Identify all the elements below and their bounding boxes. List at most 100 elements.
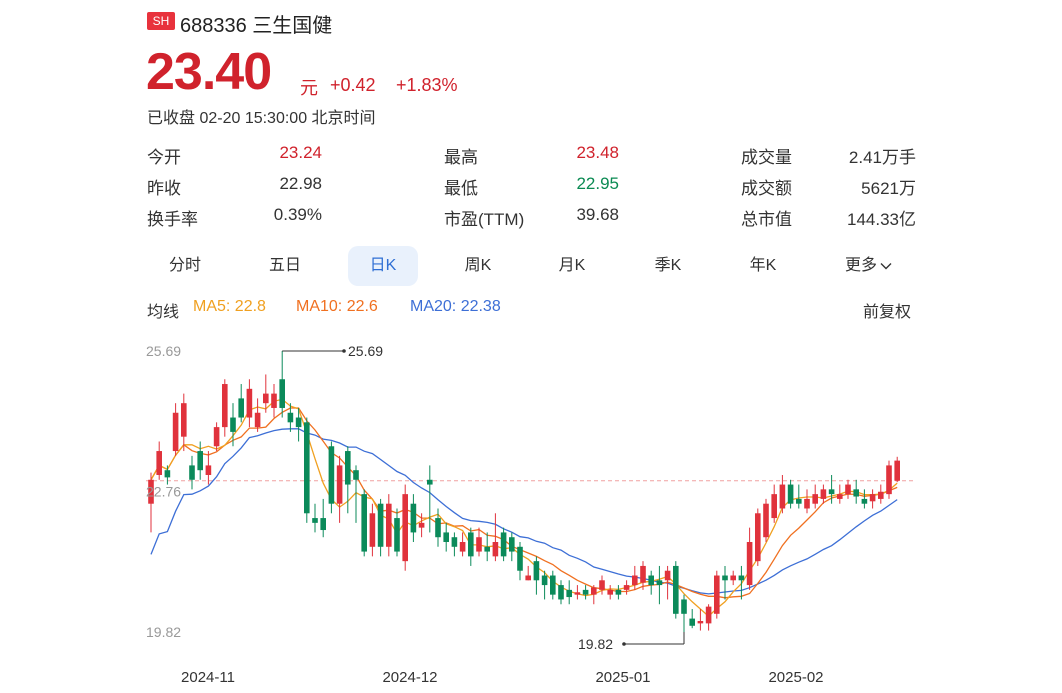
volume-value: 2.41万手 xyxy=(848,148,916,167)
candle-body xyxy=(361,494,367,552)
candle-body xyxy=(525,575,531,581)
market-cap-label: 总市值 xyxy=(741,210,792,229)
candle xyxy=(828,474,835,504)
candle-body xyxy=(787,484,794,504)
min-pointer-dot xyxy=(622,642,626,646)
candle xyxy=(492,513,499,562)
candle xyxy=(336,455,343,523)
pe-value: 39.68 xyxy=(576,205,619,224)
moving-average-layer xyxy=(150,398,898,618)
candle-body xyxy=(730,575,736,581)
candle xyxy=(361,489,367,557)
prev-close-label: 昨收 xyxy=(147,179,181,198)
candle-body xyxy=(238,398,244,418)
candle xyxy=(410,494,417,543)
candle xyxy=(566,580,572,605)
tab-more[interactable]: 更多 xyxy=(836,246,902,286)
candle-body xyxy=(164,470,171,478)
tab-weekly-k[interactable]: 周K xyxy=(464,257,492,274)
open-label: 今开 xyxy=(147,148,181,167)
candle xyxy=(673,561,679,619)
candle xyxy=(779,474,786,514)
market-status: 已收盘 02-20 15:30:00 北京时间 xyxy=(147,110,376,127)
candle-body xyxy=(148,479,154,504)
candle-body xyxy=(287,412,294,423)
candle xyxy=(500,527,507,562)
adjust-toggle[interactable]: 前复权 xyxy=(863,304,912,321)
candle-body xyxy=(853,489,859,497)
amount-value: 5621万 xyxy=(861,179,916,198)
tab-monthly-k[interactable]: 月K xyxy=(558,257,586,274)
max-pointer-dot xyxy=(342,349,346,353)
candle-body xyxy=(582,589,589,595)
candle xyxy=(861,489,868,509)
candle-body xyxy=(632,575,638,586)
candle xyxy=(796,484,802,509)
candle xyxy=(238,384,244,423)
candle-body xyxy=(886,465,892,495)
x-axis-label: 2024-11 xyxy=(181,669,235,686)
candle-body xyxy=(607,589,613,595)
candle xyxy=(804,489,810,514)
tab-daily-k[interactable]: 日K xyxy=(348,246,418,286)
tab-quarterly-k[interactable]: 季K xyxy=(654,257,682,274)
candle-body xyxy=(172,412,179,452)
candle xyxy=(582,585,589,600)
candle-body xyxy=(484,546,490,552)
candle-body xyxy=(320,518,326,531)
candle xyxy=(640,561,646,590)
candle-body xyxy=(295,417,302,428)
candle xyxy=(689,609,695,629)
candle-body xyxy=(492,542,499,557)
x-axis-label: 2025-01 xyxy=(595,669,650,686)
candle-body xyxy=(279,379,285,408)
tab-yearly-k[interactable]: 年K xyxy=(749,257,777,274)
candle-body xyxy=(812,494,818,504)
market-cap-value: 144.33亿 xyxy=(847,210,916,229)
candlestick-chart[interactable]: 25.69 22.76 19.82 2024-11 2024-12 2025-01 2025… xyxy=(0,330,1062,693)
candle xyxy=(541,570,548,600)
candle-body xyxy=(410,503,417,533)
candle-body xyxy=(804,498,810,509)
candle-body xyxy=(459,542,466,552)
candle xyxy=(714,570,720,619)
candle-body xyxy=(640,565,646,583)
candle-body xyxy=(820,489,827,499)
turnover-value: 0.39% xyxy=(273,205,322,224)
candle-body xyxy=(673,565,679,614)
candles-layer xyxy=(148,351,900,632)
candle-body xyxy=(369,513,376,547)
candle xyxy=(525,565,531,581)
candle-body xyxy=(615,589,622,595)
labels-layer: 25.69 22.76 19.82 2024-11 2024-12 2025-01 2025… xyxy=(146,343,824,686)
amount-label: 成交额 xyxy=(741,179,792,198)
tab-five-day[interactable]: 五日 xyxy=(268,257,301,274)
candle xyxy=(484,532,490,562)
candle-body xyxy=(656,580,663,586)
exchange-badge: SH xyxy=(147,12,175,30)
candle xyxy=(533,556,540,595)
candle-body xyxy=(197,451,203,471)
candle-body xyxy=(845,484,851,495)
x-axis-label: 2025-02 xyxy=(768,669,823,686)
candle xyxy=(771,484,777,523)
tab-timeshare[interactable]: 分时 xyxy=(168,257,201,274)
candle xyxy=(820,484,827,504)
candle xyxy=(517,542,523,581)
candle-body xyxy=(402,494,408,562)
candle-body xyxy=(336,465,343,504)
chevron-down-icon xyxy=(880,263,892,270)
y-axis-label-bottom: 19.82 xyxy=(146,624,181,640)
candle-body xyxy=(500,532,507,557)
candle xyxy=(353,465,359,523)
candle xyxy=(402,484,408,571)
candle xyxy=(377,498,384,557)
candle xyxy=(254,398,261,432)
ma20-line xyxy=(150,428,898,595)
stock-title: 688336 三生国健 xyxy=(180,15,333,37)
low-label: 最低 xyxy=(444,179,478,198)
candle xyxy=(156,441,162,480)
low-value: 22.95 xyxy=(576,174,619,193)
candle xyxy=(878,484,884,504)
candle xyxy=(574,585,581,600)
